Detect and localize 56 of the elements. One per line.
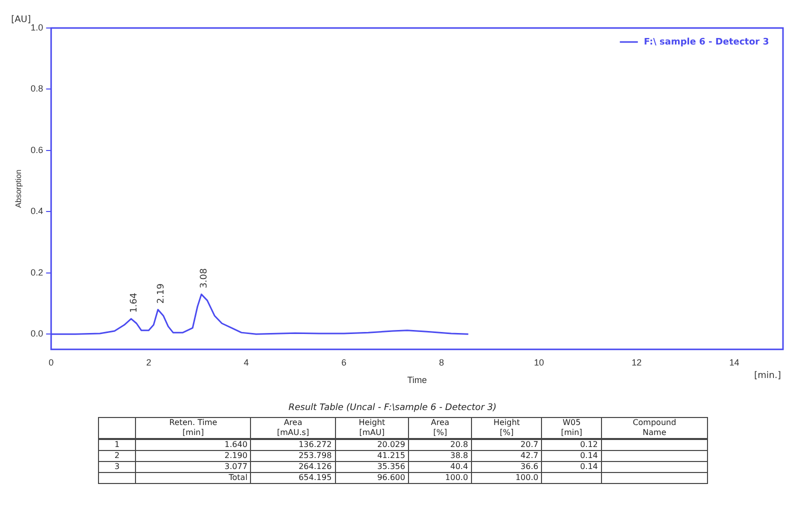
- text: 1.640: [136, 439, 251, 450]
- x-tick-label: 14: [729, 357, 740, 368]
- text: 654.195: [250, 472, 336, 484]
- text: [min.]: [754, 371, 781, 382]
- text: Result Table (Uncal - F:\sample 6 - Detector 3): [287, 403, 498, 413]
- annotation: 3.08: [200, 268, 210, 288]
- text: W05 [min]: [542, 418, 602, 439]
- text: 1: [98, 439, 136, 450]
- text: 36.6: [472, 462, 542, 472]
- x-tick-label: 4: [244, 357, 249, 368]
- text: 38.8: [408, 450, 472, 462]
- text: 42.7: [472, 450, 542, 462]
- text: 20.7: [472, 439, 542, 450]
- text: 3.077: [136, 462, 251, 472]
- text: 100.0: [408, 472, 472, 484]
- text: Area [%]: [408, 418, 472, 439]
- text: 2.190: [136, 450, 251, 462]
- y-tick-label: 1.0: [30, 22, 44, 32]
- x-tick-label: 12: [632, 357, 642, 368]
- text: 0.12: [542, 439, 602, 450]
- y-tick-label: 0.4: [30, 206, 44, 216]
- text: Compound Name: [601, 418, 708, 439]
- y-axis-title: Absorption: [14, 170, 24, 208]
- text: Height [%]: [472, 418, 542, 439]
- text: Reten. Time [min]: [136, 418, 251, 439]
- x-tick-label: 8: [438, 357, 444, 368]
- text: 20.8: [408, 439, 472, 450]
- text: 96.600: [335, 472, 409, 484]
- text: Height [mAU]: [335, 418, 409, 439]
- x-axis-title: Time: [407, 375, 427, 386]
- annotation: 2.19: [156, 283, 166, 304]
- text: 100.0: [472, 472, 542, 484]
- y-tick-label: 0.6: [30, 144, 44, 155]
- y-tick-label: 0.0: [30, 328, 44, 339]
- y-tick-label: 0.2: [30, 267, 44, 278]
- text: 0.14: [542, 462, 602, 472]
- legend-label: F:\ sample 6 - Detector 3: [644, 37, 770, 48]
- x-tick-label: 10: [534, 357, 544, 368]
- text: Total: [136, 472, 251, 484]
- text: 3: [98, 462, 136, 472]
- text: 253.798: [250, 450, 336, 462]
- text: 40.4: [408, 462, 472, 472]
- annotation: 1.64: [129, 292, 140, 313]
- text: 0.14: [542, 450, 602, 462]
- x-tick-label: 2: [146, 357, 152, 368]
- y-tick-label: 0.8: [30, 84, 44, 94]
- text: Area [mAU.s]: [250, 418, 336, 439]
- x-tick-label: 0: [48, 357, 54, 368]
- text: 2: [98, 450, 136, 462]
- text: 41.215: [335, 450, 409, 462]
- x-tick-label: 6: [341, 357, 346, 368]
- text: [AU]: [11, 14, 31, 25]
- text: 136.272: [250, 439, 336, 450]
- text: 20.029: [335, 439, 409, 450]
- text: 264.126: [250, 462, 336, 472]
- text: 35.356: [335, 462, 409, 472]
